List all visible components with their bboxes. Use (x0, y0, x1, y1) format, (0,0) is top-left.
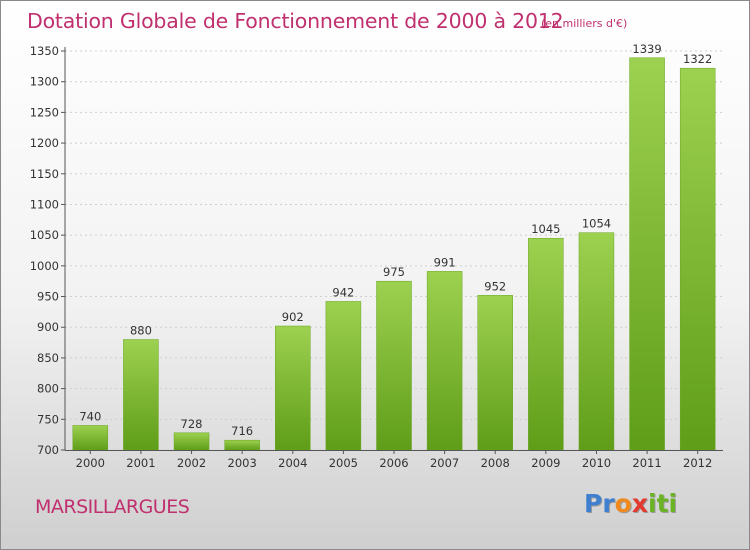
bar-value-label: 880 (130, 324, 152, 338)
y-tick-label: 1200 (30, 136, 59, 150)
proxiti-logo: Proxiti (584, 489, 677, 518)
logo-letter: o (614, 489, 632, 518)
bar-2004 (275, 325, 311, 451)
y-tick-label: 850 (37, 351, 59, 365)
bar-2001 (123, 339, 159, 451)
y-tick-label: 1300 (30, 75, 59, 89)
bar-value-label: 716 (231, 424, 253, 438)
logo-letter: P (584, 489, 603, 518)
y-tick-label: 900 (37, 320, 59, 334)
bar-2006 (376, 280, 412, 451)
x-tick-label: 2005 (329, 456, 358, 470)
bars: 740 880 728 716 902 942 975 991 952 1045 1054 1339 1… (72, 42, 716, 451)
bar-value-label: 1045 (531, 222, 560, 236)
bar-2009 (528, 237, 564, 451)
bar-2011 (629, 57, 665, 451)
logo-letter: i (648, 489, 657, 518)
y-tick-label: 1000 (30, 259, 59, 273)
bar-2008 (477, 295, 513, 451)
bar-2002 (173, 432, 210, 451)
x-tick-label: 2002 (177, 456, 206, 470)
y-tick-label: 700 (37, 443, 59, 457)
bar-value-label: 740 (79, 409, 101, 423)
y-tick-label: 1100 (30, 197, 59, 211)
chart-title: Dotation Globale de Fonctionnement de 20… (27, 9, 564, 33)
y-tick-label: 950 (37, 290, 59, 304)
x-axis: 2000 2001 2002 2003 2004 2005 2006 2007 2008 2009… (65, 450, 723, 470)
x-tick-label: 2010 (582, 456, 611, 470)
logo-letter: i (668, 489, 678, 518)
x-tick-label: 2004 (278, 456, 307, 470)
bar-value-label: 902 (282, 310, 304, 324)
bar-value-label: 942 (332, 285, 354, 299)
y-tick-label: 1250 (30, 105, 59, 119)
bar-value-label: 1339 (632, 42, 661, 56)
y-axis: 700 750 800 850 900 950 1000 1050 1100 1150 1200 12… (30, 44, 66, 457)
x-tick-label: 2007 (430, 456, 459, 470)
x-tick-label: 2000 (76, 456, 105, 470)
logo-letter: r (602, 489, 615, 518)
y-tick-label: 1150 (30, 167, 59, 181)
x-tick-label: 2009 (531, 456, 560, 470)
y-tick-label: 1350 (30, 44, 59, 58)
bar-2005 (325, 301, 362, 451)
y-tick-label: 750 (37, 412, 59, 426)
x-tick-label: 2008 (481, 456, 510, 470)
bar-2007 (426, 271, 463, 451)
bar-value-label: 991 (434, 255, 456, 269)
commune-name: MARSILLARGUES (35, 496, 190, 518)
x-tick-label: 2011 (632, 456, 661, 470)
bar-value-label: 975 (383, 265, 405, 279)
y-tick-label: 1050 (30, 228, 59, 242)
y-tick-label: 800 (37, 382, 59, 396)
bar-2012 (679, 67, 716, 451)
bar-value-label: 1054 (582, 217, 611, 231)
x-tick-label: 2001 (126, 456, 155, 470)
bar-value-label: 1322 (683, 52, 712, 66)
chart-unit-note: (en milliers d'€) (541, 17, 628, 30)
bar-2003 (224, 439, 260, 451)
bar-2010 (578, 232, 615, 451)
x-tick-label: 2003 (228, 456, 257, 470)
logo-letter: t (656, 489, 669, 518)
bar-value-label: 952 (484, 279, 506, 293)
x-tick-label: 2006 (379, 456, 408, 470)
x-tick-label: 2012 (683, 456, 712, 470)
bar-2000 (72, 425, 109, 451)
logo-letter: x (631, 489, 648, 518)
bar-value-label: 728 (181, 417, 203, 431)
